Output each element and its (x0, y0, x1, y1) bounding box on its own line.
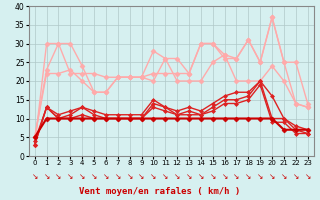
Text: ↘: ↘ (281, 172, 287, 182)
Text: ↘: ↘ (257, 172, 263, 182)
Text: ↘: ↘ (115, 172, 121, 182)
Text: ↘: ↘ (304, 172, 311, 182)
Text: ↘: ↘ (91, 172, 97, 182)
Text: ↘: ↘ (198, 172, 204, 182)
Text: ↘: ↘ (233, 172, 240, 182)
Text: Vent moyen/en rafales ( km/h ): Vent moyen/en rafales ( km/h ) (79, 187, 241, 196)
Text: ↘: ↘ (221, 172, 228, 182)
Text: ↘: ↘ (79, 172, 85, 182)
Text: ↘: ↘ (210, 172, 216, 182)
Text: ↘: ↘ (126, 172, 133, 182)
Text: ↘: ↘ (162, 172, 168, 182)
Text: ↘: ↘ (269, 172, 275, 182)
Text: ↘: ↘ (67, 172, 74, 182)
Text: ↘: ↘ (150, 172, 156, 182)
Text: ↘: ↘ (174, 172, 180, 182)
Text: ↘: ↘ (138, 172, 145, 182)
Text: ↘: ↘ (186, 172, 192, 182)
Text: ↘: ↘ (245, 172, 252, 182)
Text: ↘: ↘ (32, 172, 38, 182)
Text: ↘: ↘ (292, 172, 299, 182)
Text: ↘: ↘ (103, 172, 109, 182)
Text: ↘: ↘ (55, 172, 62, 182)
Text: ↘: ↘ (44, 172, 50, 182)
